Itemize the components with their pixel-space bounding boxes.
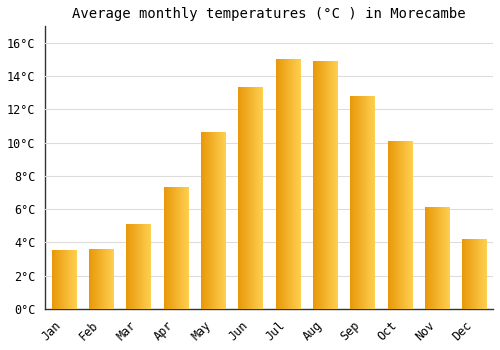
Title: Average monthly temperatures (°C ) in Morecambe: Average monthly temperatures (°C ) in Mo… (72, 7, 466, 21)
